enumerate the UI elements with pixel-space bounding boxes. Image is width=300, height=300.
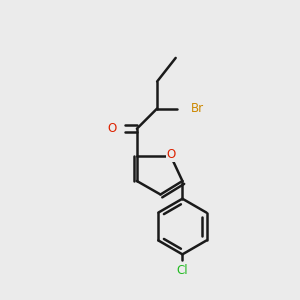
Text: O: O [167,148,176,161]
Text: Cl: Cl [177,264,188,277]
Text: Br: Br [191,102,204,115]
Text: O: O [108,122,117,135]
